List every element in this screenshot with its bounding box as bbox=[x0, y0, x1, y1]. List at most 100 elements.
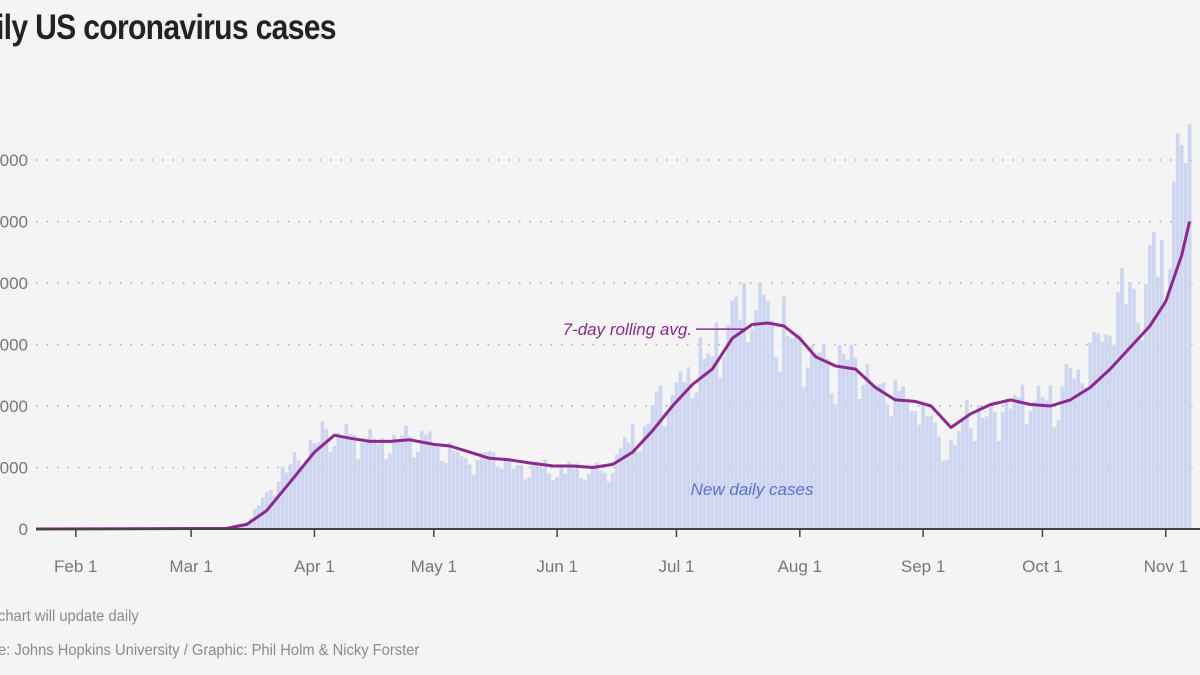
daily-case-bar bbox=[483, 452, 488, 529]
daily-case-bar bbox=[650, 404, 655, 529]
daily-case-bar bbox=[1140, 340, 1144, 529]
daily-case-bar bbox=[515, 464, 520, 529]
daily-case-bar bbox=[507, 460, 512, 529]
daily-case-bar bbox=[750, 329, 754, 529]
daily-case-bar bbox=[805, 367, 810, 529]
daily-case-bar bbox=[300, 466, 305, 529]
daily-case-bar bbox=[372, 438, 376, 529]
daily-case-bar bbox=[730, 300, 734, 529]
daily-case-bar bbox=[809, 345, 814, 529]
daily-case-bar bbox=[817, 352, 822, 529]
daily-case-bar bbox=[622, 437, 627, 529]
daily-case-bar bbox=[1060, 386, 1065, 529]
daily-case-bar bbox=[292, 452, 297, 529]
daily-case-bar bbox=[603, 472, 607, 529]
daily-case-bar bbox=[527, 477, 532, 529]
daily-case-bar bbox=[778, 371, 782, 529]
daily-case-bar bbox=[1124, 304, 1128, 529]
daily-case-bar bbox=[1120, 268, 1124, 529]
daily-case-bar bbox=[348, 433, 353, 529]
daily-case-bar bbox=[758, 282, 762, 529]
daily-case-bar bbox=[435, 445, 440, 529]
daily-case-bar bbox=[1163, 303, 1168, 529]
daily-case-bar bbox=[487, 450, 492, 529]
daily-case-bar bbox=[821, 344, 826, 529]
daily-case-bar bbox=[583, 479, 587, 529]
daily-case-bar bbox=[340, 437, 345, 529]
x-tick-label: May 1 bbox=[411, 557, 457, 576]
daily-case-bar bbox=[439, 460, 444, 529]
daily-case-bar bbox=[905, 398, 910, 529]
daily-case-bar bbox=[356, 459, 361, 529]
daily-case-bar bbox=[344, 424, 349, 529]
daily-case-bar bbox=[801, 387, 806, 529]
daily-case-bar bbox=[1128, 282, 1132, 529]
chart-title: ily US coronavirus cases bbox=[0, 8, 337, 47]
daily-case-bar bbox=[686, 367, 691, 529]
daily-case-bar bbox=[797, 334, 802, 529]
daily-case-bar bbox=[328, 452, 333, 529]
daily-case-bar bbox=[710, 356, 715, 529]
y-gridlines bbox=[36, 159, 1200, 469]
daily-case-bar bbox=[551, 480, 555, 529]
daily-case-bar bbox=[324, 428, 329, 529]
daily-case-bar bbox=[1112, 344, 1116, 529]
daily-case-bar bbox=[833, 404, 838, 529]
daily-case-bar bbox=[618, 448, 623, 529]
daily-case-bar bbox=[662, 426, 667, 529]
daily-case-bar bbox=[368, 428, 372, 529]
daily-case-bar bbox=[1040, 397, 1045, 529]
daily-case-bar bbox=[1148, 244, 1152, 529]
daily-case-bar bbox=[865, 364, 870, 529]
daily-case-bar bbox=[332, 445, 337, 529]
daily-case-bar bbox=[988, 406, 993, 529]
daily-case-bar bbox=[491, 452, 496, 529]
daily-case-bar bbox=[869, 384, 874, 529]
daily-case-bar bbox=[1132, 288, 1136, 529]
daily-case-bar bbox=[595, 462, 599, 529]
daily-case-bar bbox=[400, 435, 404, 529]
daily-case-bar bbox=[638, 451, 643, 529]
daily-case-bar bbox=[841, 353, 846, 529]
daily-case-bar bbox=[770, 320, 774, 529]
daily-case-bar bbox=[666, 411, 671, 529]
daily-case-bar bbox=[607, 481, 611, 529]
daily-case-bar bbox=[897, 391, 902, 529]
daily-case-bar bbox=[1048, 385, 1053, 529]
daily-case-bar bbox=[320, 420, 325, 529]
daily-case-bar bbox=[1187, 124, 1192, 529]
daily-case-bar bbox=[272, 495, 277, 529]
daily-case-bar bbox=[877, 384, 882, 529]
daily-case-bar bbox=[404, 425, 408, 529]
daily-case-bar bbox=[364, 440, 368, 529]
daily-case-bar bbox=[630, 423, 635, 529]
daily-case-bar bbox=[416, 451, 420, 529]
daily-case-bar bbox=[996, 441, 1001, 529]
daily-case-bar bbox=[925, 416, 929, 529]
daily-case-bar bbox=[921, 401, 925, 529]
y-tick-label: 0 bbox=[19, 520, 28, 539]
daily-case-bar bbox=[599, 470, 603, 529]
daily-case-bar bbox=[1036, 386, 1041, 529]
y-tick-label: 000 bbox=[0, 213, 28, 232]
daily-case-bar bbox=[734, 296, 738, 529]
daily-case-bar bbox=[443, 462, 448, 529]
daily-case-bar bbox=[249, 518, 253, 529]
daily-case-bar bbox=[555, 477, 559, 529]
daily-case-bar bbox=[782, 296, 786, 529]
x-tick-label: Nov 1 bbox=[1144, 557, 1188, 576]
daily-case-bar bbox=[1136, 322, 1140, 529]
daily-case-bar bbox=[973, 440, 977, 529]
daily-case-bar bbox=[969, 428, 973, 529]
daily-case-bar bbox=[933, 422, 937, 529]
daily-case-bar bbox=[1064, 363, 1069, 529]
daily-case-bar bbox=[352, 435, 357, 529]
daily-case-bar bbox=[467, 464, 472, 529]
daily-case-bar bbox=[980, 417, 985, 529]
daily-case-bar bbox=[718, 377, 723, 529]
daily-case-bar bbox=[738, 319, 742, 529]
daily-case-bar bbox=[1084, 387, 1089, 529]
daily-case-bar bbox=[575, 463, 579, 529]
daily-case-bar bbox=[1096, 333, 1100, 529]
daily-case-bar bbox=[611, 473, 615, 529]
